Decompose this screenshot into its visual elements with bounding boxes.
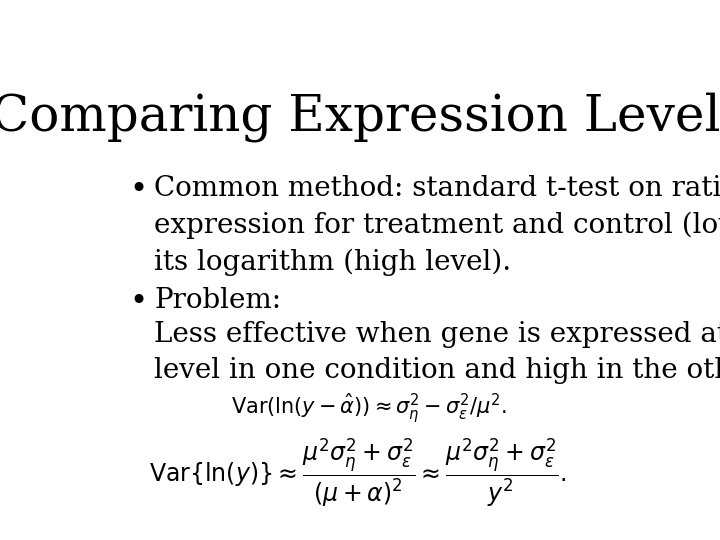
Text: •: •	[129, 287, 147, 318]
Text: $\mathrm{Var}\{\ln(y)\} \approx \dfrac{\mu^2\sigma_\eta^2 + \sigma_\varepsilon^2: $\mathrm{Var}\{\ln(y)\} \approx \dfrac{\…	[149, 437, 567, 509]
Text: $\mathrm{Var}(\ln(y - \hat{\alpha})) \approx \sigma_\eta^2 - \sigma_\varepsilon^: $\mathrm{Var}(\ln(y - \hat{\alpha})) \ap…	[231, 391, 507, 426]
Text: Problem:: Problem:	[154, 287, 282, 314]
Text: •: •	[129, 175, 147, 206]
Text: Comparing Expression Levels: Comparing Expression Levels	[0, 92, 720, 142]
Text: Less effective when gene is expressed at a low
level in one condition and high i: Less effective when gene is expressed at…	[154, 321, 720, 384]
Text: Common method: standard t-test on ratio of
expression for treatment and control : Common method: standard t-test on ratio …	[154, 175, 720, 276]
